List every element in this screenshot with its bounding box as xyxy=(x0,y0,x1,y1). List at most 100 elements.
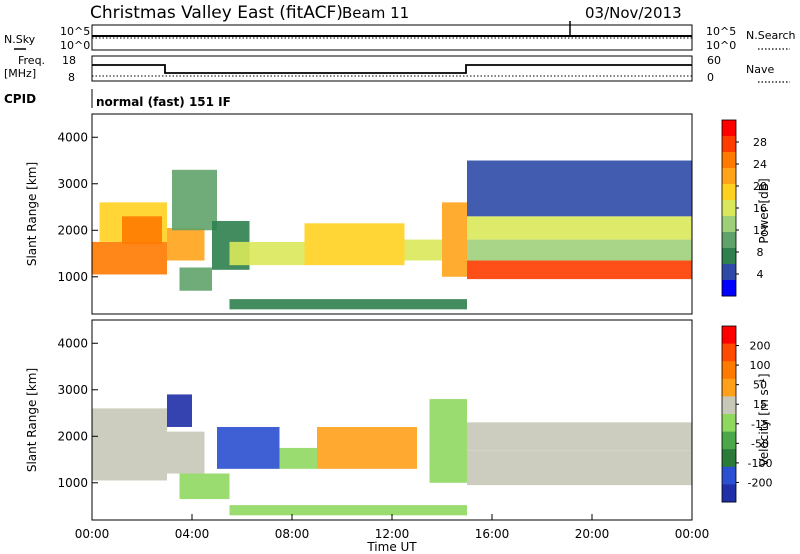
velocity-colorbar-tick-label-6: -100 xyxy=(748,457,773,470)
velocity-region-10 xyxy=(229,505,467,516)
power-ylabel: Slant Range [km] xyxy=(25,162,39,266)
velocity-xtick-label-6: 00:00 xyxy=(675,527,710,541)
power-colorbar-tick-label-2: 20 xyxy=(753,180,767,193)
power-colorbar-tick-label-0: 28 xyxy=(753,136,767,149)
velocity-xtick-label-0: 00:00 xyxy=(75,527,110,541)
velocity-region-3 xyxy=(179,473,230,500)
velocity-ytick-label-0: 4000 xyxy=(57,336,88,350)
power-region-11 xyxy=(467,260,692,280)
velocity-colorbar-segment-9 xyxy=(722,484,736,503)
velocity-heatmap xyxy=(92,394,692,516)
velocity-region-9 xyxy=(467,422,692,451)
power-colorbar-segment-7 xyxy=(722,232,736,249)
velocity-xtick-label-1: 04:00 xyxy=(175,527,210,541)
noise-right-tick-bottom: 10^0 xyxy=(706,39,736,52)
power-colorbar-segment-2 xyxy=(722,152,736,169)
velocity-colorbar-tick-label-7: -200 xyxy=(748,476,773,489)
velocity-colorbar-tick-label-4: -15 xyxy=(751,418,769,431)
power-region-5 xyxy=(179,267,212,291)
power-region-15 xyxy=(229,299,467,310)
power-ytick-label-2: 2000 xyxy=(57,223,88,237)
velocity-colorbar-tick-label-2: 50 xyxy=(753,379,767,392)
velocity-colorbar-segment-8 xyxy=(722,466,736,485)
power-colorbar-segment-6 xyxy=(722,216,736,233)
frequency-panel: Freq. [MHz] 18 8 60 0 Nave xyxy=(4,54,790,84)
power-region-2 xyxy=(122,216,162,245)
power-colorbar-label: Power [dB] xyxy=(757,178,771,243)
power-ytick-label-0: 4000 xyxy=(57,130,88,144)
velocity-colorbar-segment-6 xyxy=(722,431,736,450)
power-region-9 xyxy=(404,239,442,261)
power-colorbar-tick-label-4: 12 xyxy=(753,224,767,237)
power-region-12 xyxy=(467,239,692,261)
power-region-0 xyxy=(92,241,167,275)
nave-tick-top: 60 xyxy=(707,54,721,67)
power-colorbar-segment-3 xyxy=(722,168,736,185)
power-colorbar-segment-5 xyxy=(722,200,736,217)
power-region-13 xyxy=(467,216,692,240)
velocity-colorbar-segment-7 xyxy=(722,449,736,468)
velocity-panel: 4000 3000 2000 1000 00:00 04:00 08:00 12:00 16:… xyxy=(25,319,773,554)
velocity-region-4 xyxy=(217,426,280,469)
noise-right-tick-top: 10^5 xyxy=(706,25,736,38)
velocity-xlabel: Time UT xyxy=(366,540,417,554)
velocity-colorbar-frame xyxy=(721,325,737,503)
velocity-colorbar-tick-label-5: -50 xyxy=(751,437,769,450)
freq-label: Freq. xyxy=(18,54,45,67)
noise-panel: N.Sky 10^5 10^0 10^5 10^0 N.Search xyxy=(4,21,796,52)
velocity-colorbar-segment-5 xyxy=(722,414,736,433)
velocity-colorbar-segment-3 xyxy=(722,378,736,397)
velocity-region-8 xyxy=(467,450,692,486)
noise-sky-label: N.Sky xyxy=(4,33,36,46)
velocity-colorbar-tick-label-3: 15 xyxy=(753,398,767,411)
velocity-region-5 xyxy=(279,447,317,469)
freq-tick-bottom: 8 xyxy=(68,71,75,84)
power-colorbar-segment-9 xyxy=(722,264,736,281)
velocity-colorbar-segment-4 xyxy=(722,396,736,415)
velocity-region-0 xyxy=(92,408,167,481)
velocity-colorbar: 200 100 50 15 -15 -50 -100 -200 xyxy=(721,325,773,503)
freq-tick-top: 18 xyxy=(62,54,76,67)
velocity-xtick-label-2: 08:00 xyxy=(275,527,310,541)
beam-label: Beam 11 xyxy=(342,4,409,22)
velocity-region-2 xyxy=(167,431,205,474)
power-ytick-label-1: 3000 xyxy=(57,177,88,191)
figure-title: Christmas Valley East (fitACF) xyxy=(90,3,343,23)
nave-label: Nave xyxy=(746,63,774,76)
power-colorbar-segment-8 xyxy=(722,248,736,265)
power-colorbar-segment-0 xyxy=(722,120,736,137)
velocity-ytick-label-3: 1000 xyxy=(57,476,88,490)
freq-unit-label: [MHz] xyxy=(4,67,36,80)
date-label: 03/Nov/2013 xyxy=(585,4,682,22)
cpid-panel: CPID normal (fast) 151 IF xyxy=(4,89,231,109)
power-colorbar-tick-label-3: 16 xyxy=(753,202,767,215)
power-colorbar-tick-label-5: 8 xyxy=(757,246,764,259)
cpid-label: CPID xyxy=(4,92,36,106)
power-panel: 4000 3000 2000 1000 Slant Range [km] 28 24 20… xyxy=(25,113,771,315)
velocity-colorbar-segment-0 xyxy=(722,326,736,345)
velocity-region-6 xyxy=(317,426,417,469)
power-colorbar-tick-label-1: 24 xyxy=(753,158,767,171)
velocity-ylabel: Slant Range [km] xyxy=(25,368,39,472)
power-colorbar-segment-1 xyxy=(722,136,736,153)
power-region-4 xyxy=(172,169,217,231)
power-colorbar-tick-label-6: 4 xyxy=(757,268,764,281)
noise-left-tick-top: 10^5 xyxy=(60,25,90,38)
cpid-mode-text: normal (fast) 151 IF xyxy=(96,95,231,109)
power-ytick-label-3: 1000 xyxy=(57,270,88,284)
velocity-colorbar-segment-1 xyxy=(722,343,736,362)
velocity-xtick-label-5: 20:00 xyxy=(575,527,610,541)
noise-search-label: N.Search xyxy=(746,29,796,42)
power-colorbar: 28 24 20 16 12 8 4 xyxy=(721,119,767,297)
velocity-colorbar-tick-label-0: 200 xyxy=(750,340,771,353)
velocity-xtick-label-3: 12:00 xyxy=(375,527,410,541)
nave-tick-bottom: 0 xyxy=(707,71,714,84)
velocity-region-1 xyxy=(167,394,192,427)
power-colorbar-segment-4 xyxy=(722,184,736,201)
noise-left-tick-bottom: 10^0 xyxy=(60,39,90,52)
velocity-colorbar-label: Velocity [m s⁻¹] xyxy=(757,373,771,466)
power-heatmap xyxy=(92,160,692,310)
power-region-8 xyxy=(304,223,405,266)
velocity-region-7 xyxy=(429,399,467,483)
